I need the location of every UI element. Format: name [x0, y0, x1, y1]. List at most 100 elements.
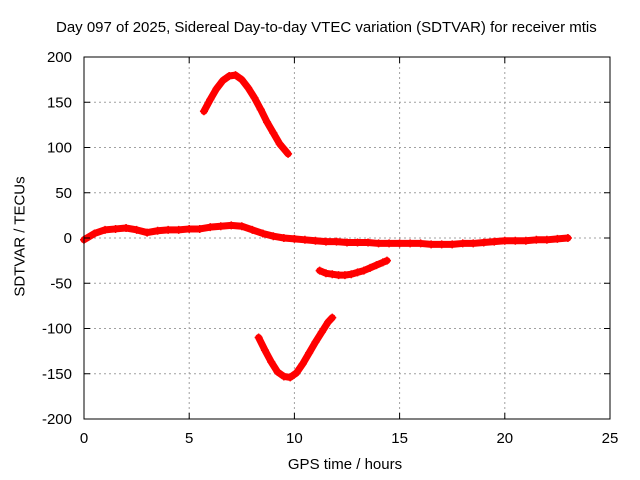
data-point	[132, 225, 141, 234]
data-point	[305, 348, 314, 357]
data-point	[353, 238, 362, 247]
data-point	[347, 270, 356, 279]
data-point	[563, 234, 572, 242]
x-tick-label: 10	[286, 430, 303, 447]
data-point	[206, 95, 215, 104]
data-point	[225, 72, 234, 81]
x-tick-label: 20	[496, 430, 513, 447]
data-point	[286, 373, 295, 382]
data-point	[553, 234, 562, 243]
data-point	[164, 225, 173, 234]
data-point	[298, 359, 307, 368]
chart-title: Day 097 of 2025, Sidereal Day-to-day VTE…	[56, 19, 597, 36]
series-arc-low	[254, 313, 337, 382]
data-point	[101, 225, 110, 234]
data-point	[353, 268, 362, 277]
data-point	[332, 237, 341, 246]
grid-layer	[84, 57, 610, 419]
data-point	[267, 357, 276, 366]
data-point	[143, 228, 152, 237]
data-point	[479, 238, 488, 247]
data-point	[269, 232, 278, 241]
data-point	[321, 269, 330, 278]
data-point	[458, 239, 467, 248]
x-axis-label: GPS time / hours	[287, 456, 403, 473]
data-point	[269, 129, 278, 138]
data-point	[437, 240, 446, 249]
data-point	[416, 239, 425, 248]
data-point	[382, 256, 391, 265]
data-point	[427, 240, 436, 249]
data-point	[237, 75, 246, 84]
data-point	[359, 266, 368, 275]
data-point	[315, 266, 324, 275]
y-tick-label: -50	[50, 275, 72, 292]
data-point	[260, 346, 269, 355]
series-line	[200, 71, 292, 158]
data-point	[273, 367, 282, 376]
data-point	[374, 239, 383, 248]
data-point	[448, 240, 457, 249]
y-tick-label: -100	[42, 321, 72, 338]
data-point	[364, 238, 373, 247]
series-arc-high	[199, 71, 293, 158]
data-point	[254, 333, 263, 342]
data-point	[532, 235, 541, 244]
data-point	[324, 318, 333, 327]
data-point	[250, 93, 259, 102]
data-point	[122, 224, 131, 233]
data-point	[227, 221, 236, 230]
data-point	[216, 222, 225, 231]
data-point	[317, 328, 326, 337]
y-tick-label: -200	[42, 411, 72, 428]
data-point	[237, 222, 246, 231]
x-tick-label: 15	[391, 430, 408, 447]
data-point	[244, 83, 253, 92]
data-point	[258, 229, 267, 238]
tick-layer: 0 5 10 15 20 25 -200 -150 -100 -50 0 50 100 150 200	[42, 49, 618, 447]
data-point	[218, 76, 227, 85]
y-tick-label: 0	[64, 230, 72, 247]
x-tick-label: 5	[185, 430, 193, 447]
data-point	[300, 235, 309, 244]
data-point	[290, 234, 299, 243]
data-point	[328, 313, 337, 322]
data-point	[90, 229, 99, 238]
data-point	[328, 270, 337, 279]
data-point	[511, 236, 520, 245]
series-main-band	[80, 221, 572, 249]
data-point	[212, 84, 221, 93]
data-point	[199, 107, 208, 116]
data-point	[174, 225, 183, 234]
data-point	[321, 237, 330, 246]
data-point	[372, 261, 381, 270]
y-tick-label: 200	[47, 49, 72, 66]
data-point	[275, 139, 284, 148]
y-tick-label: 50	[55, 185, 72, 202]
series-line	[255, 314, 336, 381]
data-point	[542, 235, 551, 244]
data-point	[378, 258, 387, 267]
data-point	[340, 271, 349, 280]
x-tick-label: 0	[80, 430, 88, 447]
series-arc-mid	[315, 256, 391, 280]
data-point	[521, 236, 530, 245]
data-point	[279, 372, 288, 381]
data-point	[395, 239, 404, 248]
x-tick-label: 25	[602, 430, 619, 447]
data-point	[343, 238, 351, 247]
data-point	[366, 263, 375, 272]
data-point	[279, 234, 288, 242]
data-point	[248, 225, 257, 234]
y-tick-label: 150	[47, 94, 72, 111]
data-point	[469, 239, 478, 248]
data-point	[406, 239, 415, 248]
y-tick-label: 100	[47, 140, 72, 157]
data-point	[185, 224, 194, 233]
data-point	[231, 71, 240, 80]
y-tick-label: -150	[42, 366, 72, 383]
data-point	[284, 149, 293, 158]
data-point	[490, 237, 499, 246]
data-point	[256, 105, 265, 114]
